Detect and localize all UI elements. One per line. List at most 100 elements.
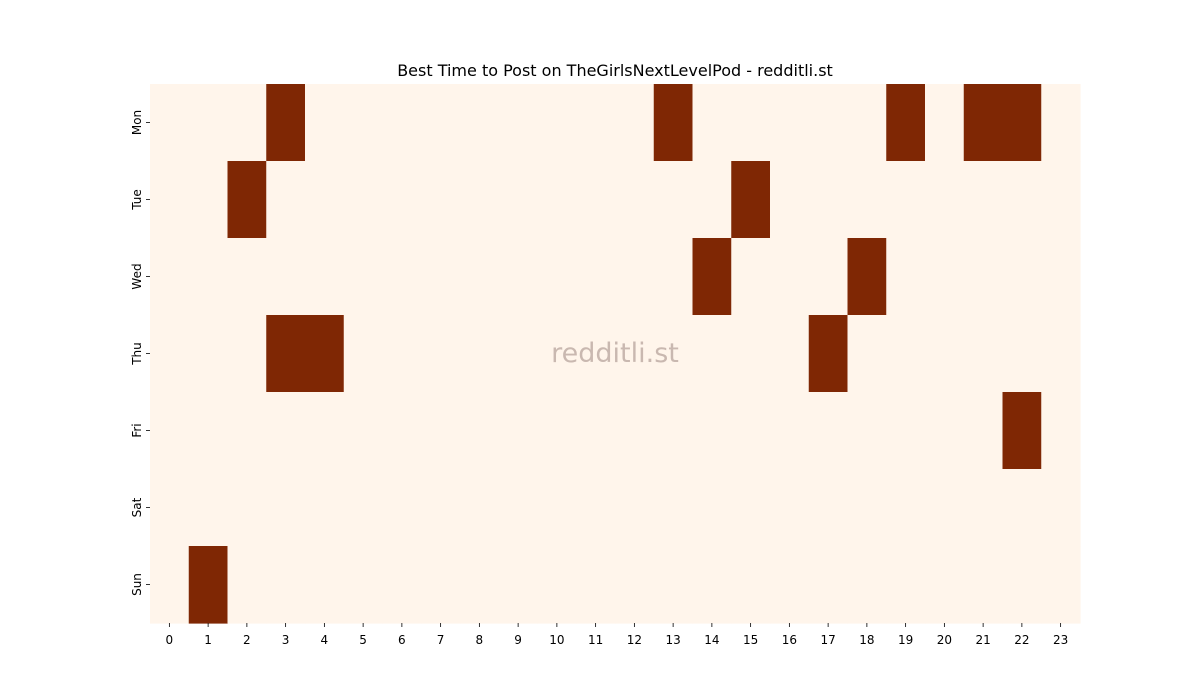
heatmap-cell-thu-22 (1002, 315, 1042, 393)
heatmap-cell-sun-17 (808, 546, 849, 624)
heatmap-cell-thu-20 (925, 315, 965, 393)
heatmap-cell-thu-15 (731, 315, 771, 393)
heatmap-cell-tue-6 (382, 161, 422, 239)
heatmap-cell-fri-12 (615, 392, 655, 470)
heatmap-cell-mon-21 (963, 84, 1004, 162)
heatmap-cell-wed-10 (537, 238, 577, 316)
heatmap-cell-sun-9 (498, 546, 539, 624)
heatmap-cell-fri-4 (305, 392, 345, 470)
y-tick-label: Fri (130, 423, 144, 437)
heatmap-cell-thu-2 (227, 315, 267, 393)
heatmap-cell-sun-2 (227, 546, 267, 624)
heatmap-cell-wed-19 (886, 238, 926, 316)
heatmap-cell-tue-9 (498, 161, 539, 239)
heatmap-cell-sat-10 (537, 469, 577, 547)
x-tick-label: 19 (898, 633, 913, 647)
heatmap-cell-mon-2 (227, 84, 267, 162)
heatmap-cell-sat-6 (382, 469, 422, 547)
heatmap-cell-fri-11 (576, 392, 616, 470)
heatmap-cell-mon-18 (847, 84, 887, 162)
heatmap-cell-thu-14 (692, 315, 732, 393)
heatmap-cell-tue-21 (963, 161, 1004, 239)
heatmap-cell-fri-8 (460, 392, 500, 470)
heatmap-cell-wed-12 (615, 238, 655, 316)
heatmap-cell-sun-21 (963, 546, 1004, 624)
heatmap-cell-wed-9 (498, 238, 539, 316)
heatmap-cell-mon-1 (188, 84, 229, 162)
x-tick-label: 14 (704, 633, 719, 647)
heatmap-cell-wed-21 (963, 238, 1004, 316)
heatmap-cell-fri-19 (886, 392, 926, 470)
heatmap-cell-tue-11 (576, 161, 616, 239)
x-tick-label: 12 (627, 633, 642, 647)
heatmap-cell-tue-17 (808, 161, 849, 239)
heatmap-cell-sat-9 (498, 469, 539, 547)
heatmap-cell-tue-2 (227, 161, 267, 239)
heatmap-cell-wed-1 (188, 238, 229, 316)
heatmap-cell-sun-23 (1041, 546, 1081, 624)
heatmap-cell-sat-14 (692, 469, 732, 547)
x-tick-label: 0 (166, 633, 174, 647)
heatmap-cell-wed-20 (925, 238, 965, 316)
heatmap-cell-tue-12 (615, 161, 655, 239)
x-tick-label: 4 (321, 633, 329, 647)
heatmap-cell-sat-13 (653, 469, 694, 547)
heatmap-cell-thu-19 (886, 315, 926, 393)
heatmap-cell-sat-16 (770, 469, 810, 547)
heatmap-cell-sun-19 (886, 546, 926, 624)
x-tick-label: 3 (282, 633, 290, 647)
heatmap-cell-sat-17 (808, 469, 849, 547)
heatmap-cell-sat-2 (227, 469, 267, 547)
watermark: redditli.st (551, 338, 679, 369)
heatmap-cell-mon-17 (808, 84, 849, 162)
heatmap-cell-sat-4 (305, 469, 345, 547)
x-tick-label: 6 (398, 633, 406, 647)
heatmap-cell-fri-20 (925, 392, 965, 470)
heatmap-cell-tue-15 (731, 161, 771, 239)
heatmap-cell-mon-11 (576, 84, 616, 162)
heatmap-cell-sat-1 (188, 469, 229, 547)
heatmap-cell-fri-22 (1002, 392, 1042, 470)
heatmap-cell-mon-23 (1041, 84, 1081, 162)
y-tick-label: Mon (130, 110, 144, 135)
heatmap-cell-tue-18 (847, 161, 887, 239)
heatmap-cell-wed-8 (460, 238, 500, 316)
heatmap-cell-sun-4 (305, 546, 345, 624)
heatmap-cell-sat-8 (460, 469, 500, 547)
x-tick-label: 15 (743, 633, 758, 647)
heatmap-cell-tue-13 (653, 161, 694, 239)
heatmap-cell-sun-1 (188, 546, 229, 624)
heatmap-cell-mon-0 (150, 84, 190, 162)
heatmap-cell-sun-0 (150, 546, 190, 624)
heatmap-cell-mon-10 (537, 84, 577, 162)
heatmap-cell-thu-10 (537, 315, 577, 393)
heatmap-cell-mon-3 (266, 84, 306, 162)
heatmap-cells (150, 84, 1081, 624)
heatmap-cell-thu-9 (498, 315, 539, 393)
x-tick-label: 18 (859, 633, 874, 647)
heatmap-cell-mon-12 (615, 84, 655, 162)
heatmap-cell-fri-5 (343, 392, 384, 470)
y-axis: Mon Tue Wed Thu Fri Sat Sun (130, 110, 150, 596)
heatmap-cell-sun-8 (460, 546, 500, 624)
x-tick-label: 9 (514, 633, 522, 647)
heatmap-cell-sat-12 (615, 469, 655, 547)
heatmap-cell-mon-8 (460, 84, 500, 162)
heatmap-cell-fri-9 (498, 392, 539, 470)
heatmap-cell-sat-20 (925, 469, 965, 547)
heatmap-cell-wed-23 (1041, 238, 1081, 316)
heatmap-cell-wed-5 (343, 238, 384, 316)
heatmap-cell-tue-8 (460, 161, 500, 239)
heatmap-cell-tue-23 (1041, 161, 1081, 239)
x-tick-label: 5 (359, 633, 367, 647)
heatmap-cell-sat-15 (731, 469, 771, 547)
heatmap-cell-fri-15 (731, 392, 771, 470)
heatmap-cell-thu-1 (188, 315, 229, 393)
heatmap-cell-tue-10 (537, 161, 577, 239)
heatmap-cell-thu-23 (1041, 315, 1081, 393)
heatmap-cell-sat-22 (1002, 469, 1042, 547)
heatmap-cell-fri-1 (188, 392, 229, 470)
heatmap-cell-wed-15 (731, 238, 771, 316)
heatmap-cell-sun-3 (266, 546, 306, 624)
